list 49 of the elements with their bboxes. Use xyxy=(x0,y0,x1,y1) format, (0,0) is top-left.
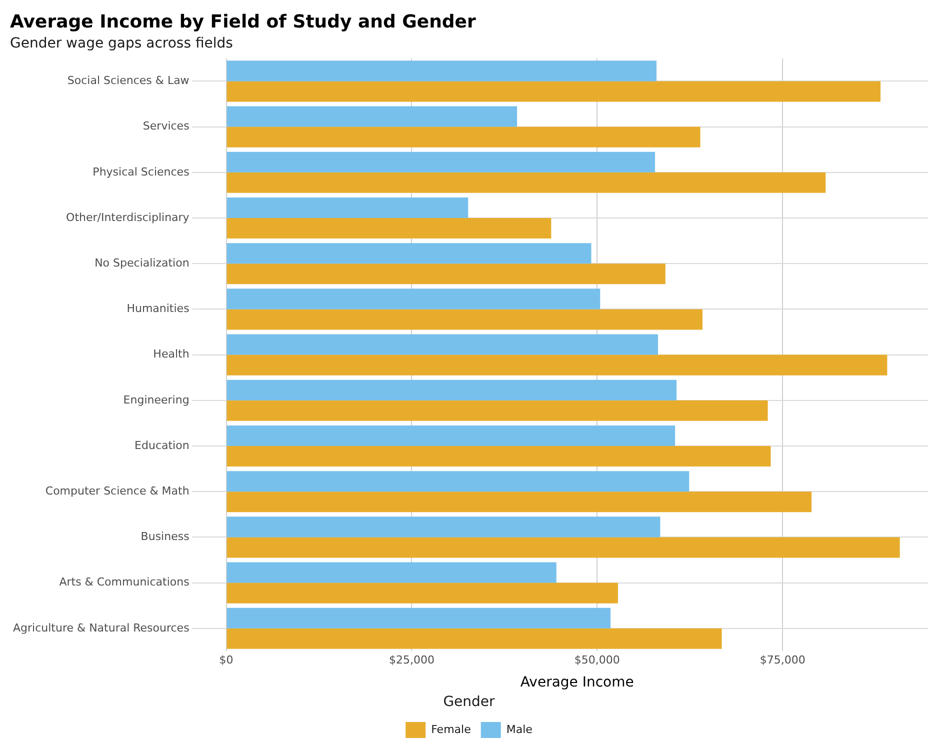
bar xyxy=(226,471,690,492)
bar xyxy=(226,126,700,148)
bar xyxy=(226,218,552,239)
x-tick-label: $50,000 xyxy=(574,654,620,667)
bar xyxy=(226,562,556,583)
bar xyxy=(226,243,592,264)
y-tick-label: Arts & Communications xyxy=(59,576,190,589)
legend-label: Female xyxy=(431,722,472,736)
bar xyxy=(226,446,771,467)
chart-title: Average Income by Field of Study and Gender xyxy=(10,11,476,32)
y-tick-label: Social Sciences & Law xyxy=(67,74,190,88)
bar xyxy=(226,380,677,400)
y-tick-label: Business xyxy=(140,530,190,544)
y-tick-label: Physical Sciences xyxy=(92,165,190,178)
bar xyxy=(226,152,656,172)
y-tick-label: Agriculture & Natural Resources xyxy=(13,621,190,634)
x-tick-label: $75,000 xyxy=(760,654,806,667)
bar xyxy=(226,288,600,310)
x-axis-title: Average Income xyxy=(520,674,634,690)
bar xyxy=(226,516,660,538)
bar xyxy=(226,334,658,355)
bar xyxy=(226,309,703,330)
y-tick-label: Other/Interdisciplinary xyxy=(66,210,190,224)
bar xyxy=(226,537,900,558)
x-tick-label: $25,000 xyxy=(388,654,434,667)
bar xyxy=(226,354,888,376)
bar xyxy=(226,608,611,628)
legend-title: Gender xyxy=(443,694,496,710)
bar xyxy=(226,60,657,82)
y-tick-label: Health xyxy=(153,348,190,361)
bar xyxy=(226,264,666,284)
bar xyxy=(226,582,618,604)
y-tick-label: Education xyxy=(134,438,190,452)
bar xyxy=(226,172,826,193)
y-tick-label: Engineering xyxy=(123,393,190,406)
bar xyxy=(226,81,881,102)
bar xyxy=(226,106,518,127)
bar xyxy=(226,197,468,218)
chart-subtitle: Gender wage gaps across fields xyxy=(10,36,233,52)
y-tick-label: No Specialization xyxy=(94,256,190,270)
x-tick-label: $0 xyxy=(219,654,234,667)
bar xyxy=(226,425,676,446)
y-tick-label: Services xyxy=(142,120,190,133)
bar xyxy=(226,628,722,649)
legend-label: Male xyxy=(506,722,533,736)
bar xyxy=(226,400,768,421)
y-tick-label: Humanities xyxy=(126,302,190,316)
bar xyxy=(226,492,812,512)
y-tick-label: Computer Science & Math xyxy=(45,484,190,498)
